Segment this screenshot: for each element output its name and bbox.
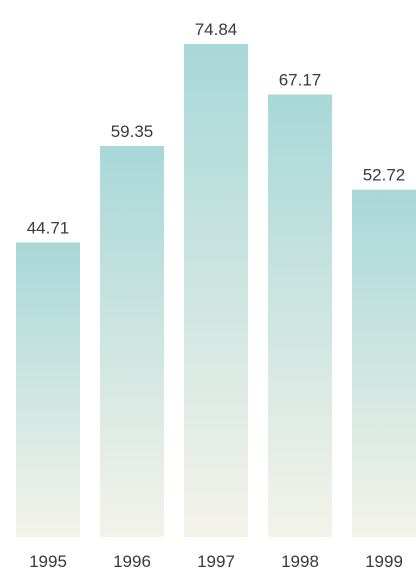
bar-1998 bbox=[268, 94, 332, 537]
x-tick-label-1997: 1997 bbox=[197, 552, 235, 571]
x-tick-label-1995: 1995 bbox=[29, 552, 67, 571]
value-label-1999: 52.72 bbox=[363, 166, 406, 185]
value-label-1995: 44.71 bbox=[27, 218, 70, 237]
value-labels-group: 44.71 59.35 74.84 67.17 52.72 bbox=[27, 20, 406, 237]
x-tick-label-1999: 1999 bbox=[365, 552, 403, 571]
x-tick-label-1996: 1996 bbox=[113, 552, 151, 571]
value-label-1998: 67.17 bbox=[279, 70, 322, 89]
value-label-1997: 74.84 bbox=[195, 20, 238, 39]
bar-1995 bbox=[16, 242, 80, 538]
x-axis-tick-labels: 1995 1996 1997 1998 1999 bbox=[29, 552, 403, 571]
bar-1999 bbox=[352, 189, 416, 537]
bar-1996 bbox=[100, 146, 164, 537]
bars-group bbox=[16, 43, 416, 538]
value-label-1996: 59.35 bbox=[111, 122, 154, 141]
bar-1997 bbox=[184, 43, 248, 537]
x-tick-label-1998: 1998 bbox=[281, 552, 319, 571]
